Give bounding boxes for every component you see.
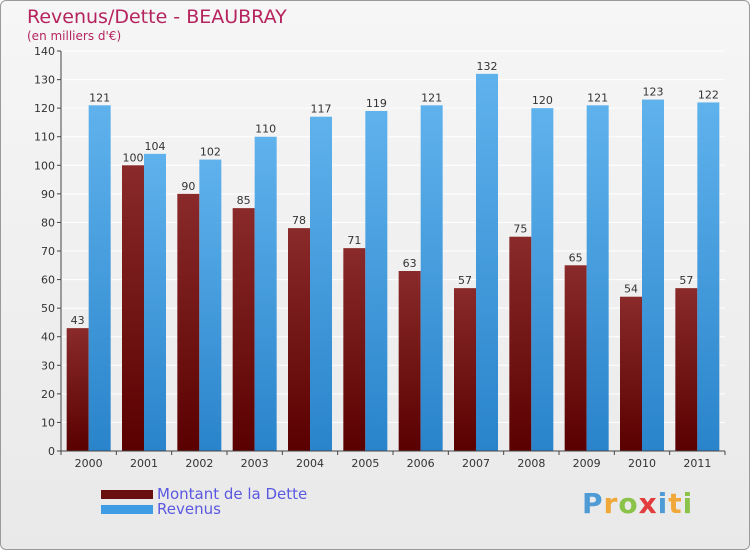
- x-tick-label: 2010: [628, 457, 656, 470]
- y-tick-label: 50: [41, 302, 55, 315]
- debt-data-label: 43: [71, 314, 85, 327]
- revenue-bar: [144, 153, 166, 451]
- revenue-bar: [254, 136, 277, 451]
- debt-data-label: 78: [292, 214, 306, 227]
- revenue-data-label: 122: [698, 88, 719, 101]
- revenue-bar: [642, 99, 664, 452]
- debt-bar: [454, 288, 476, 451]
- legend-debt-label: Montant de la Dette: [157, 485, 308, 503]
- revenue-data-label: 123: [643, 86, 664, 99]
- y-tick-label: 130: [34, 74, 55, 87]
- debt-data-label: 57: [679, 274, 693, 287]
- debt-bar: [232, 208, 255, 451]
- revenue-bar: [476, 73, 498, 451]
- revenue-data-label: 121: [89, 91, 110, 104]
- revenue-data-label: 120: [532, 94, 553, 107]
- debt-bar: [288, 228, 310, 451]
- y-tick-label: 40: [41, 331, 55, 344]
- revenue-bar: [420, 105, 443, 452]
- x-tick-label: 2005: [351, 457, 379, 470]
- y-tick-label: 0: [48, 445, 55, 458]
- debt-data-label: 63: [403, 257, 417, 270]
- debt-data-label: 75: [513, 223, 527, 236]
- revenue-data-label: 121: [587, 91, 608, 104]
- y-tick-label: 120: [34, 102, 55, 115]
- x-tick-label: 2002: [185, 457, 213, 470]
- debt-bar: [675, 288, 698, 451]
- x-tick-label: 2003: [241, 457, 269, 470]
- revenue-data-label: 119: [366, 97, 387, 110]
- legend-revenue-label: Revenus: [157, 500, 221, 518]
- revenue-bar: [531, 108, 554, 452]
- y-tick-label: 30: [41, 359, 55, 372]
- y-tick-label: 20: [41, 388, 55, 401]
- debt-data-label: 100: [123, 151, 144, 164]
- y-tick-label: 10: [41, 416, 55, 429]
- revenue-bar: [310, 116, 332, 451]
- y-tick-label: 80: [41, 216, 55, 229]
- chart-title: Revenus/Dette - BEAUBRAY: [27, 6, 287, 28]
- y-tick-label: 140: [34, 45, 55, 58]
- x-tick-label: 2001: [130, 457, 158, 470]
- revenue-bar: [365, 111, 388, 451]
- x-tick-label: 2000: [75, 457, 103, 470]
- revenue-bar: [199, 159, 222, 452]
- debt-data-label: 65: [569, 251, 583, 264]
- proxiti-logo: Proxiti: [582, 487, 694, 520]
- revenue-data-label: 132: [477, 60, 498, 73]
- revenue-data-label: 104: [145, 140, 166, 153]
- revenue-data-label: 117: [311, 103, 332, 116]
- debt-data-label: 71: [347, 234, 361, 247]
- debt-data-label: 57: [458, 274, 472, 287]
- debt-data-label: 54: [624, 283, 638, 296]
- debt-data-label: 90: [181, 180, 195, 193]
- x-tick-label: 2009: [573, 457, 601, 470]
- debt-bar: [398, 271, 421, 451]
- y-tick-label: 100: [34, 159, 55, 172]
- x-tick-label: 2011: [683, 457, 711, 470]
- debt-bar: [564, 265, 587, 451]
- x-tick-label: 2008: [517, 457, 545, 470]
- revenue-data-label: 102: [200, 146, 221, 159]
- revenue-bar: [88, 105, 111, 452]
- revenue-data-label: 121: [421, 91, 442, 104]
- y-tick-label: 110: [34, 131, 55, 144]
- chart-subtitle: (en milliers d'€): [27, 29, 122, 43]
- x-tick-label: 2004: [296, 457, 324, 470]
- debt-bar: [122, 165, 144, 452]
- debt-bar: [343, 248, 366, 451]
- debt-bar: [509, 236, 532, 451]
- debt-bar: [66, 328, 89, 451]
- x-tick-label: 2006: [407, 457, 435, 470]
- x-tick-label: 2007: [462, 457, 490, 470]
- y-tick-label: 70: [41, 245, 55, 258]
- legend-revenue-swatch: [101, 505, 153, 514]
- debt-bar: [177, 193, 200, 451]
- revenue-bar: [586, 105, 609, 452]
- revenue-bar: [697, 102, 720, 451]
- debt-bar: [620, 296, 642, 451]
- legend-debt-swatch: [101, 490, 153, 499]
- y-tick-label: 90: [41, 188, 55, 201]
- y-tick-label: 60: [41, 274, 55, 287]
- debt-data-label: 85: [237, 194, 251, 207]
- revenue-data-label: 110: [255, 123, 276, 136]
